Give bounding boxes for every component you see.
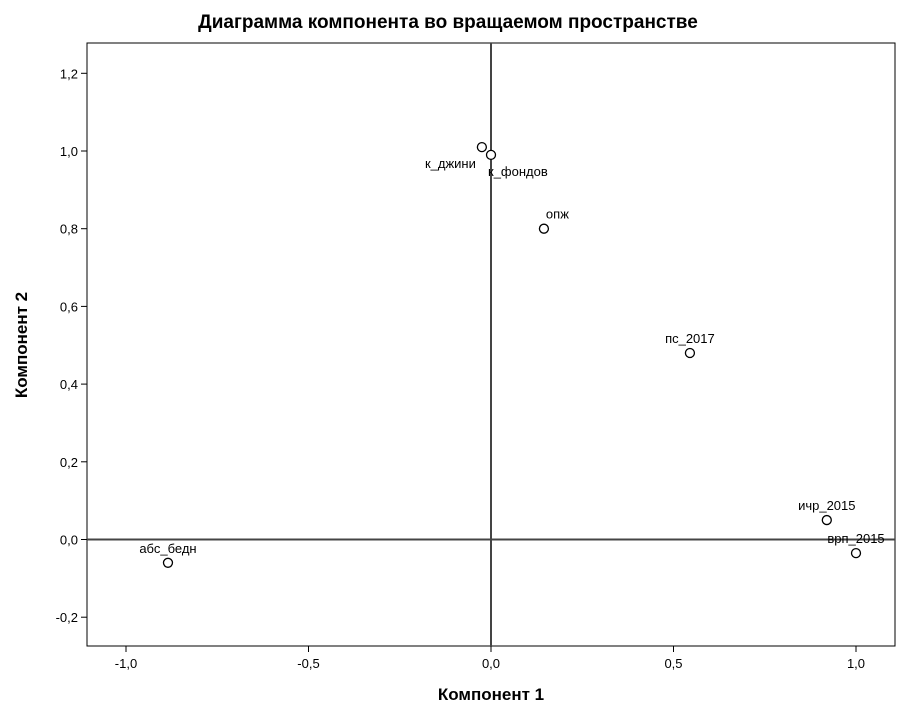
point-label: к_фондов (488, 164, 548, 179)
y-tick-label: 0,8 (60, 222, 78, 237)
x-axis-ticks: -1,0 -0,5 0,0 0,5 1,0 (115, 646, 865, 671)
y-axis-title: Компонент 2 (12, 292, 31, 398)
data-point (162, 557, 174, 568)
point-label: абс_бедн (139, 541, 196, 556)
x-tick-label: -1,0 (115, 656, 137, 671)
x-tick-label: 0,0 (482, 656, 500, 671)
data-point (850, 547, 862, 559)
y-tick-label: 0,0 (60, 533, 78, 548)
reference-lines (87, 43, 895, 646)
y-tick-label: 1,2 (60, 66, 78, 81)
point-label: пс_2017 (665, 331, 715, 346)
data-point (476, 141, 488, 153)
x-axis-title: Компонент 1 (438, 685, 544, 704)
point-label: к_джини (425, 156, 476, 171)
data-point (821, 514, 832, 526)
data-points: к_джини к_фондов опж пс_2017 ичр_2015 врп_201… (139, 141, 885, 568)
y-tick-label: 0,2 (60, 455, 78, 470)
data-point (684, 347, 696, 359)
x-tick-label: -0,5 (297, 656, 319, 671)
point-label: врп_2015 (827, 531, 884, 546)
x-tick-label: 0,5 (664, 656, 682, 671)
point-label: опж (546, 207, 569, 222)
data-point (485, 149, 497, 161)
y-tick-label: 1,0 (60, 144, 78, 159)
x-tick-label: 1,0 (847, 656, 865, 671)
data-point (538, 223, 550, 234)
y-tick-label: 0,6 (60, 299, 78, 314)
chart-title: Диаграмма компонента во вращаемом простр… (198, 12, 698, 33)
y-tick-label: 0,4 (60, 377, 78, 392)
point-label: ичр_2015 (798, 498, 855, 513)
y-axis-ticks: -0,2 0,0 0,2 0,4 0,6 0,8 1,0 1,2 (56, 66, 87, 625)
y-tick-label: -0,2 (56, 610, 78, 625)
